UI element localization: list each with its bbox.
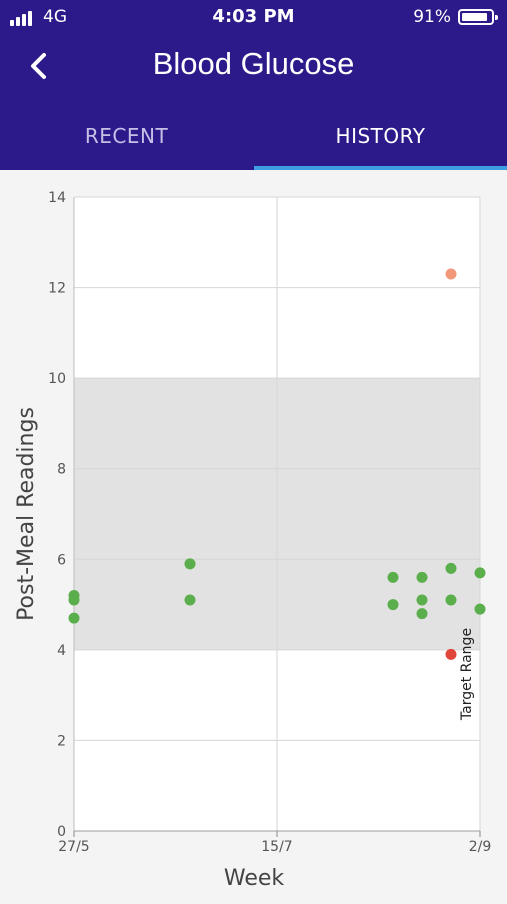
data-point (68, 612, 80, 624)
y-tick-label: 6 (57, 552, 66, 568)
data-point (416, 594, 428, 606)
data-point (474, 567, 486, 579)
battery-percentage: 91% (413, 7, 451, 27)
app-header: 4G 4:03 PM 91% Blood Glucose RECENT HIST… (0, 0, 507, 170)
carrier-label: 4G (43, 7, 67, 27)
data-point (474, 603, 486, 615)
status-time: 4:03 PM (212, 6, 295, 27)
x-tick-label: 27/5 (58, 839, 89, 855)
data-point (387, 599, 399, 611)
x-tick-label: 15/7 (261, 839, 292, 855)
data-point (184, 558, 196, 570)
back-button[interactable] (22, 48, 58, 84)
data-point (184, 594, 196, 606)
y-axis-title: Post-Meal Readings (14, 407, 39, 621)
y-tick-label: 14 (48, 190, 66, 206)
data-point (416, 608, 428, 620)
y-tick-label: 2 (57, 733, 66, 749)
y-tick-label: 0 (57, 824, 66, 840)
tab-recent[interactable]: RECENT (84, 124, 169, 148)
x-axis-title: Week (224, 866, 285, 891)
tab-history[interactable]: HISTORY (335, 124, 426, 148)
y-tick-label: 12 (48, 281, 66, 297)
data-point (445, 594, 457, 606)
glucose-chart: 0 2 4 6 8 10 12 14 27/5 15/7 2/9 Target Range Week Po… (0, 170, 507, 900)
x-tick-label: 2/9 (469, 839, 492, 855)
glucose-scatter-plot: 0 2 4 6 8 10 12 14 27/5 15/7 2/9 Target Range Week Po… (14, 190, 492, 891)
active-tab-indicator (254, 166, 507, 170)
target-range-label: Target Range (459, 628, 475, 721)
data-point (387, 571, 399, 583)
data-point (445, 562, 457, 574)
data-point (445, 268, 457, 280)
y-tick-label: 8 (57, 462, 66, 478)
signal-strength-icon (10, 10, 40, 26)
data-point (68, 594, 80, 606)
y-tick-label: 4 (57, 643, 66, 659)
page-title: Blood Glucose (152, 46, 355, 81)
chevron-left-icon (31, 53, 46, 79)
data-point (445, 648, 457, 660)
status-bar: 4G 4:03 PM 91% (0, 0, 507, 36)
data-point (416, 571, 428, 583)
y-tick-label: 10 (48, 371, 66, 387)
battery-icon (458, 9, 498, 25)
